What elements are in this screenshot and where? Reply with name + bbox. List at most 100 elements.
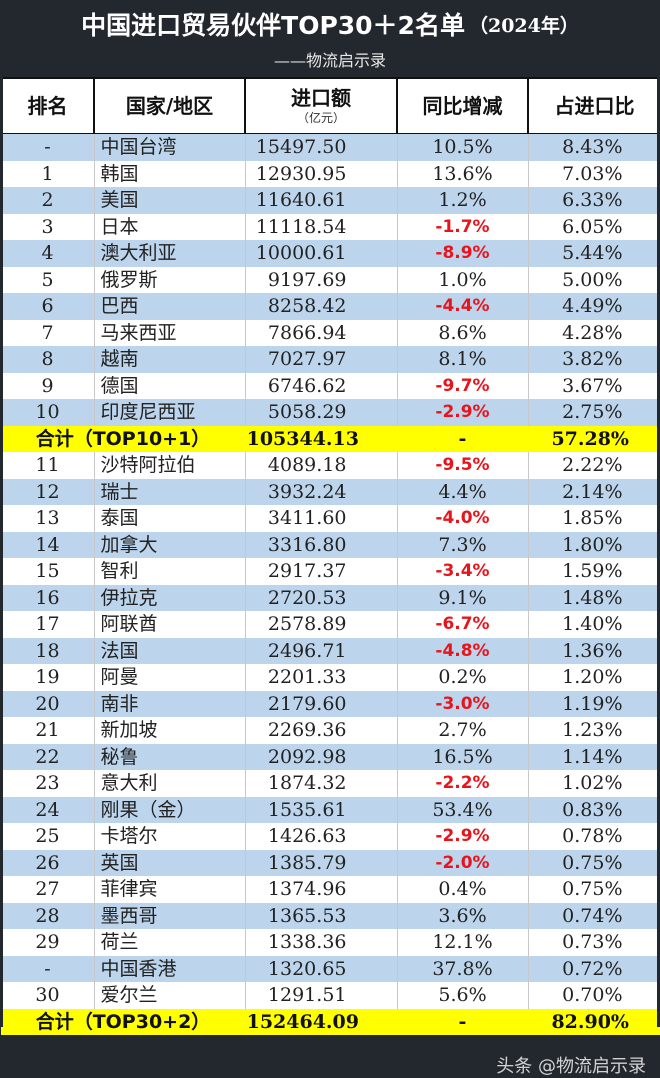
right-border bbox=[657, 77, 660, 1027]
total-amount: 152464.09 bbox=[245, 1008, 397, 1035]
title-year: （2024年） bbox=[468, 14, 579, 37]
import-partners-table: 排名 国家/地区 进口额 （亿元） 同比增减 占进口比 - 中国台湾 15497.50… bbox=[0, 77, 660, 1035]
share-cell: 1.80% bbox=[527, 531, 660, 558]
table-row: 24 刚果（金） 1535.61 53.4% 0.83% bbox=[0, 796, 660, 823]
total-share: 82.90% bbox=[528, 1008, 660, 1035]
change-cell: 1.0% bbox=[396, 266, 529, 293]
rank-cell: 7 bbox=[0, 319, 95, 346]
amount-cell: 1426.63 bbox=[244, 823, 398, 850]
share-cell: 0.83% bbox=[527, 796, 660, 823]
share-cell: 6.33% bbox=[527, 187, 660, 214]
share-cell: 1.02% bbox=[527, 770, 660, 797]
country-cell: 阿联酋 bbox=[93, 611, 246, 638]
rank-cell: 11 bbox=[0, 452, 95, 479]
change-cell: 1.2% bbox=[396, 187, 529, 214]
share-cell: 1.85% bbox=[527, 505, 660, 532]
table-row: 27 菲律宾 1374.96 0.4% 0.75% bbox=[0, 876, 660, 903]
table-row: 13 泰国 3411.60 -4.0% 1.85% bbox=[0, 505, 660, 532]
rank-cell: 14 bbox=[0, 531, 95, 558]
amount-cell: 1338.36 bbox=[244, 929, 398, 956]
country-cell: 瑞士 bbox=[93, 478, 246, 505]
rank-cell: 3 bbox=[0, 213, 95, 240]
table-body: - 中国台湾 15497.50 10.5% 8.43% 1 韩国 12930.95 13.6% 7… bbox=[0, 133, 660, 1035]
table-row: 26 英国 1385.79 -2.0% 0.75% bbox=[0, 849, 660, 876]
rank-cell: 16 bbox=[0, 584, 95, 611]
table-header-row: 排名 国家/地区 进口额 （亿元） 同比增减 占进口比 bbox=[0, 77, 660, 134]
share-cell: 5.44% bbox=[527, 240, 660, 267]
col-header-country: 国家/地区 bbox=[93, 77, 246, 134]
table-row: 25 卡塔尔 1426.63 -2.9% 0.78% bbox=[0, 823, 660, 850]
rank-cell: 2 bbox=[0, 187, 95, 214]
table-row: 28 墨西哥 1365.53 3.6% 0.74% bbox=[0, 902, 660, 929]
amount-cell: 2578.89 bbox=[244, 611, 398, 638]
share-cell: 0.75% bbox=[527, 849, 660, 876]
amount-cell: 1291.51 bbox=[244, 982, 398, 1009]
table-row: 14 加拿大 3316.80 7.3% 1.80% bbox=[0, 531, 660, 558]
amount-cell: 1535.61 bbox=[244, 796, 398, 823]
table-row: - 中国台湾 15497.50 10.5% 8.43% bbox=[0, 133, 660, 161]
share-cell: 5.00% bbox=[527, 266, 660, 293]
share-cell: 4.49% bbox=[527, 293, 660, 320]
change-cell: 0.4% bbox=[396, 876, 529, 903]
share-cell: 2.14% bbox=[527, 478, 660, 505]
page-title: 中国进口贸易伙伴TOP30＋2名单 bbox=[81, 11, 465, 40]
table-row: 17 阿联酋 2578.89 -6.7% 1.40% bbox=[0, 611, 660, 638]
table-row: 8 越南 7027.97 8.1% 3.82% bbox=[0, 346, 660, 373]
amount-cell: 3316.80 bbox=[244, 531, 398, 558]
change-cell: 8.1% bbox=[396, 346, 529, 373]
share-cell: 1.59% bbox=[527, 558, 660, 585]
table-row: 4 澳大利亚 10000.61 -8.9% 5.44% bbox=[0, 240, 660, 267]
country-cell: 德国 bbox=[93, 372, 246, 399]
col-header-share: 占进口比 bbox=[527, 77, 660, 134]
share-cell: 1.20% bbox=[527, 664, 660, 691]
change-cell: 2.7% bbox=[396, 717, 529, 744]
rank-cell: 25 bbox=[0, 823, 95, 850]
rank-cell: 12 bbox=[0, 478, 95, 505]
change-cell: -9.7% bbox=[396, 372, 529, 399]
rank-cell: 20 bbox=[0, 690, 95, 717]
country-cell: 日本 bbox=[93, 213, 246, 240]
amount-cell: 2179.60 bbox=[244, 690, 398, 717]
country-cell: 沙特阿拉伯 bbox=[93, 452, 246, 479]
share-cell: 0.72% bbox=[527, 955, 660, 982]
total-change: - bbox=[397, 425, 528, 452]
total-amount: 105344.13 bbox=[245, 425, 397, 452]
change-cell: -3.0% bbox=[396, 690, 529, 717]
amount-cell: 2201.33 bbox=[244, 664, 398, 691]
country-cell: 法国 bbox=[93, 637, 246, 664]
rank-cell: - bbox=[0, 133, 95, 161]
rank-cell: 9 bbox=[0, 372, 95, 399]
total-change: - bbox=[397, 1008, 528, 1035]
change-cell: -6.7% bbox=[396, 611, 529, 638]
table-row: 21 新加坡 2269.36 2.7% 1.23% bbox=[0, 717, 660, 744]
rank-cell: 4 bbox=[0, 240, 95, 267]
amount-cell: 1320.65 bbox=[244, 955, 398, 982]
rank-cell: 29 bbox=[0, 929, 95, 956]
country-cell: 意大利 bbox=[93, 770, 246, 797]
change-cell: 37.8% bbox=[396, 955, 529, 982]
rank-cell: 23 bbox=[0, 770, 95, 797]
table-row: 12 瑞士 3932.24 4.4% 2.14% bbox=[0, 478, 660, 505]
amount-cell: 11640.61 bbox=[244, 187, 398, 214]
rank-cell: 24 bbox=[0, 796, 95, 823]
amount-cell: 2917.37 bbox=[244, 558, 398, 585]
change-cell: -2.0% bbox=[396, 849, 529, 876]
rank-cell: 22 bbox=[0, 743, 95, 770]
col-header-change: 同比增减 bbox=[396, 77, 529, 134]
country-cell: 墨西哥 bbox=[93, 902, 246, 929]
table-row: 11 沙特阿拉伯 4089.18 -9.5% 2.22% bbox=[0, 452, 660, 479]
table-row: 16 伊拉克 2720.53 9.1% 1.48% bbox=[0, 584, 660, 611]
import-partners-table-wrap: 排名 国家/地区 进口额 （亿元） 同比增减 占进口比 - 中国台湾 15497.50… bbox=[0, 77, 660, 1035]
share-cell: 0.78% bbox=[527, 823, 660, 850]
subtitle: ——物流启示录 bbox=[0, 48, 660, 77]
amount-unit: （亿元） bbox=[296, 111, 345, 125]
rank-cell: 5 bbox=[0, 266, 95, 293]
table-row: 15 智利 2917.37 -3.4% 1.59% bbox=[0, 558, 660, 585]
amount-cell: 7027.97 bbox=[244, 346, 398, 373]
amount-cell: 2269.36 bbox=[244, 717, 398, 744]
table-row: 6 巴西 8258.42 -4.4% 4.49% bbox=[0, 293, 660, 320]
table-row: 30 爱尔兰 1291.51 5.6% 0.70% bbox=[0, 982, 660, 1009]
country-cell: 荷兰 bbox=[93, 929, 246, 956]
country-cell: 伊拉克 bbox=[93, 584, 246, 611]
table-row: 22 秘鲁 2092.98 16.5% 1.14% bbox=[0, 743, 660, 770]
